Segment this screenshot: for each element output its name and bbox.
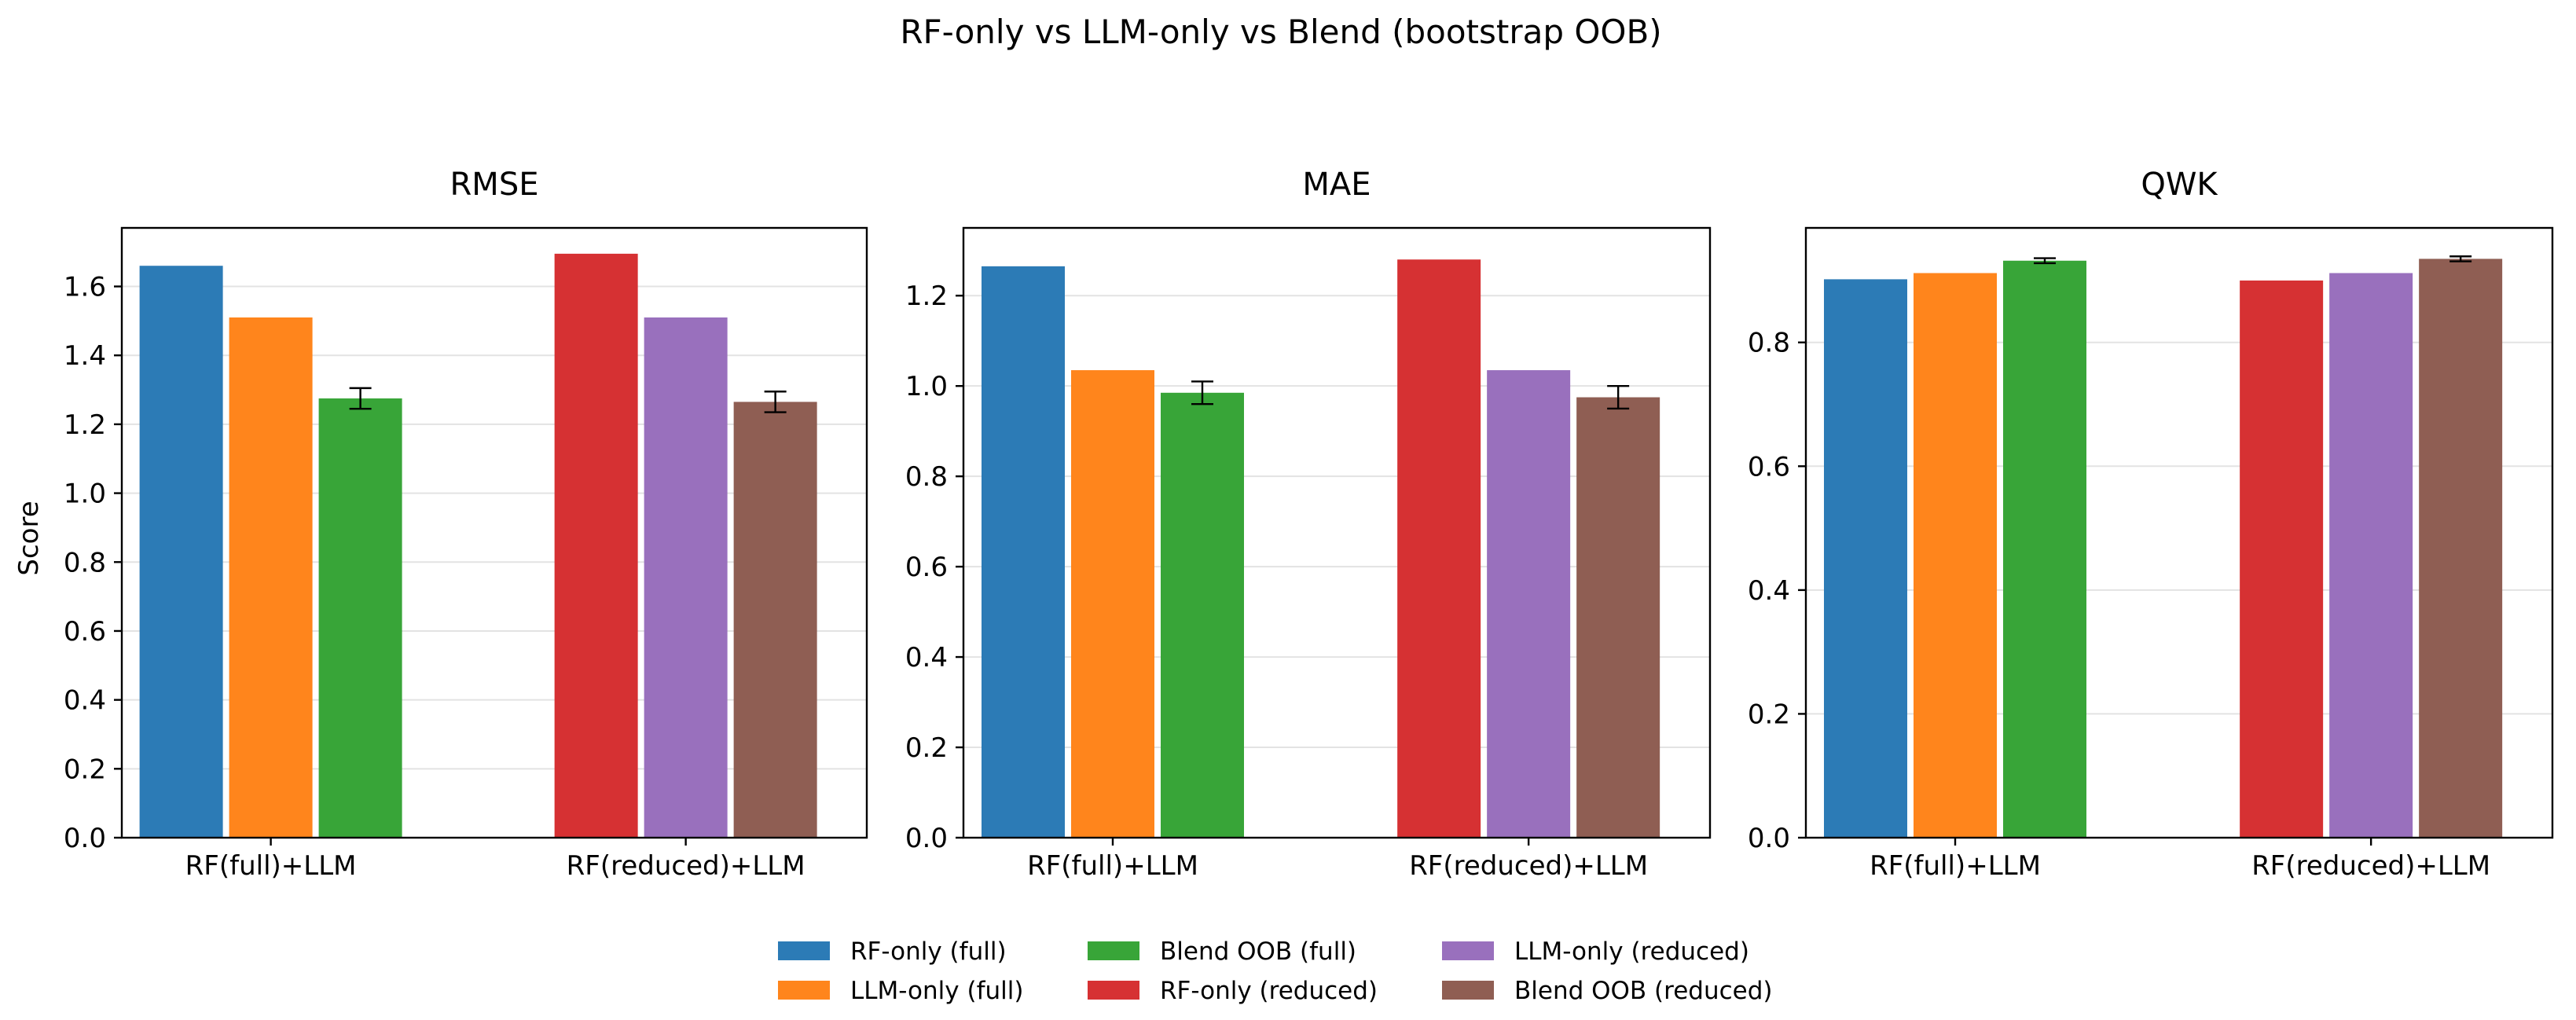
bar-llm-only-reduced-mae	[1487, 370, 1571, 838]
y-tick-label: 0.0	[1748, 823, 1790, 854]
y-tick-label: 0.2	[905, 732, 948, 764]
y-tick-label: 0.0	[64, 823, 106, 854]
bar-rf-only-full-rmse	[139, 266, 223, 838]
y-tick-label: 0.2	[64, 754, 106, 785]
axes-frame	[120, 226, 868, 839]
y-tick-label: 0.0	[905, 823, 948, 854]
x-tick-label: RF(full)+LLM	[1870, 850, 2041, 882]
bar-llm-only-reduced-rmse	[644, 317, 728, 838]
figure-title: RF-only vs LLM-only vs Blend (bootstrap …	[900, 13, 1661, 51]
legend-label: RF-only (full)	[850, 937, 1007, 966]
legend-swatch	[1442, 981, 1494, 1000]
legend-item-rf-only-reduced: RF-only (reduced)	[1088, 977, 1378, 1005]
y-tick-label: 1.0	[905, 371, 948, 402]
bar-llm-only-reduced-qwk	[2329, 273, 2413, 838]
bar-rf-only-full-mae	[982, 266, 1065, 838]
legend-swatch	[778, 941, 830, 960]
legend-label: LLM-only (reduced)	[1514, 937, 1749, 966]
bar-blend-oob-reduced-rmse	[733, 402, 817, 838]
y-tick-label: 0.6	[905, 552, 948, 583]
legend: RF-only (full) LLM-only (full) Blend OOB (…	[778, 937, 1773, 1005]
y-tick-label: 1.4	[64, 340, 106, 372]
y-tick-label: 1.2	[905, 281, 948, 312]
bar-blend-oob-reduced-qwk	[2419, 259, 2503, 838]
legend-item-rf-only-full: RF-only (full)	[778, 937, 1007, 966]
bar-llm-only-full-mae	[1071, 370, 1154, 838]
legend-item-blend-oob-reduced: Blend OOB (reduced)	[1442, 977, 1773, 1005]
y-tick-label: 1.0	[64, 479, 106, 510]
x-tick-label: RF(reduced)+LLM	[1409, 850, 1648, 882]
legend-label: RF-only (reduced)	[1160, 977, 1378, 1005]
y-tick-label: 0.8	[905, 461, 948, 493]
y-tick-label: 1.6	[64, 272, 106, 303]
bar-blend-oob-full-qwk	[2003, 260, 2086, 838]
bar-rf-only-reduced-rmse	[554, 253, 638, 838]
y-tick-label: 0.8	[1748, 328, 1790, 359]
legend-item-llm-only-reduced: LLM-only (reduced)	[1442, 937, 1749, 966]
legend-swatch	[1088, 981, 1139, 1000]
subplot-title: MAE	[1302, 167, 1371, 203]
y-tick-label: 0.8	[64, 547, 106, 578]
legend-swatch	[778, 981, 830, 1000]
bar-rf-only-full-qwk	[1824, 279, 1907, 838]
legend-swatch	[1088, 941, 1139, 960]
y-tick-label: 0.6	[64, 616, 106, 648]
bar-blend-oob-reduced-mae	[1576, 397, 1660, 838]
legend-swatch	[1442, 941, 1494, 960]
bar-rf-only-reduced-qwk	[2240, 280, 2324, 838]
bar-blend-oob-full-mae	[1161, 392, 1244, 838]
y-tick-label: 0.6	[1748, 451, 1790, 482]
subplot-qwk: RF(full)+LLM RF(reduced)+LLM 0.0 0.2 0.4 0.6 0…	[1748, 167, 2554, 882]
legend-item-llm-only-full: LLM-only (full)	[778, 977, 1023, 1005]
axes-frame	[1804, 226, 2554, 839]
x-tick-label: RF(full)+LLM	[185, 850, 357, 882]
subplot-rmse: RF(full)+LLM RF(reduced)+LLM 0.0 0.2 0.4 0.6 0…	[64, 167, 868, 882]
bar-blend-oob-full-rmse	[318, 398, 402, 838]
subplot-title: QWK	[2141, 167, 2218, 203]
axes-frame	[962, 226, 1712, 839]
legend-label: Blend OOB (reduced)	[1514, 977, 1773, 1005]
x-tick-label: RF(full)+LLM	[1027, 850, 1198, 882]
y-tick-label: 0.4	[905, 642, 948, 673]
bar-llm-only-full-qwk	[1914, 273, 1997, 838]
y-tick-label: 1.2	[64, 409, 106, 441]
bar-rf-only-reduced-mae	[1397, 259, 1481, 838]
legend-label: Blend OOB (full)	[1160, 937, 1356, 966]
bar-llm-only-full-rmse	[229, 317, 313, 838]
y-tick-label: 0.4	[1748, 575, 1790, 607]
subplot-mae: RF(full)+LLM RF(reduced)+LLM 0.0 0.2 0.4 0.6 0…	[905, 167, 1712, 882]
x-tick-label: RF(reduced)+LLM	[2251, 850, 2490, 882]
subplot-title: RMSE	[450, 167, 539, 203]
y-axis-label: Score	[13, 501, 45, 575]
legend-label: LLM-only (full)	[850, 977, 1023, 1005]
legend-item-blend-oob-full: Blend OOB (full)	[1088, 937, 1356, 966]
x-tick-label: RF(reduced)+LLM	[567, 850, 805, 882]
subplots: RF(full)+LLM RF(reduced)+LLM 0.0 0.2 0.4 0.6 0…	[64, 167, 2554, 882]
y-tick-label: 0.4	[64, 685, 106, 717]
y-tick-label: 0.2	[1748, 699, 1790, 730]
